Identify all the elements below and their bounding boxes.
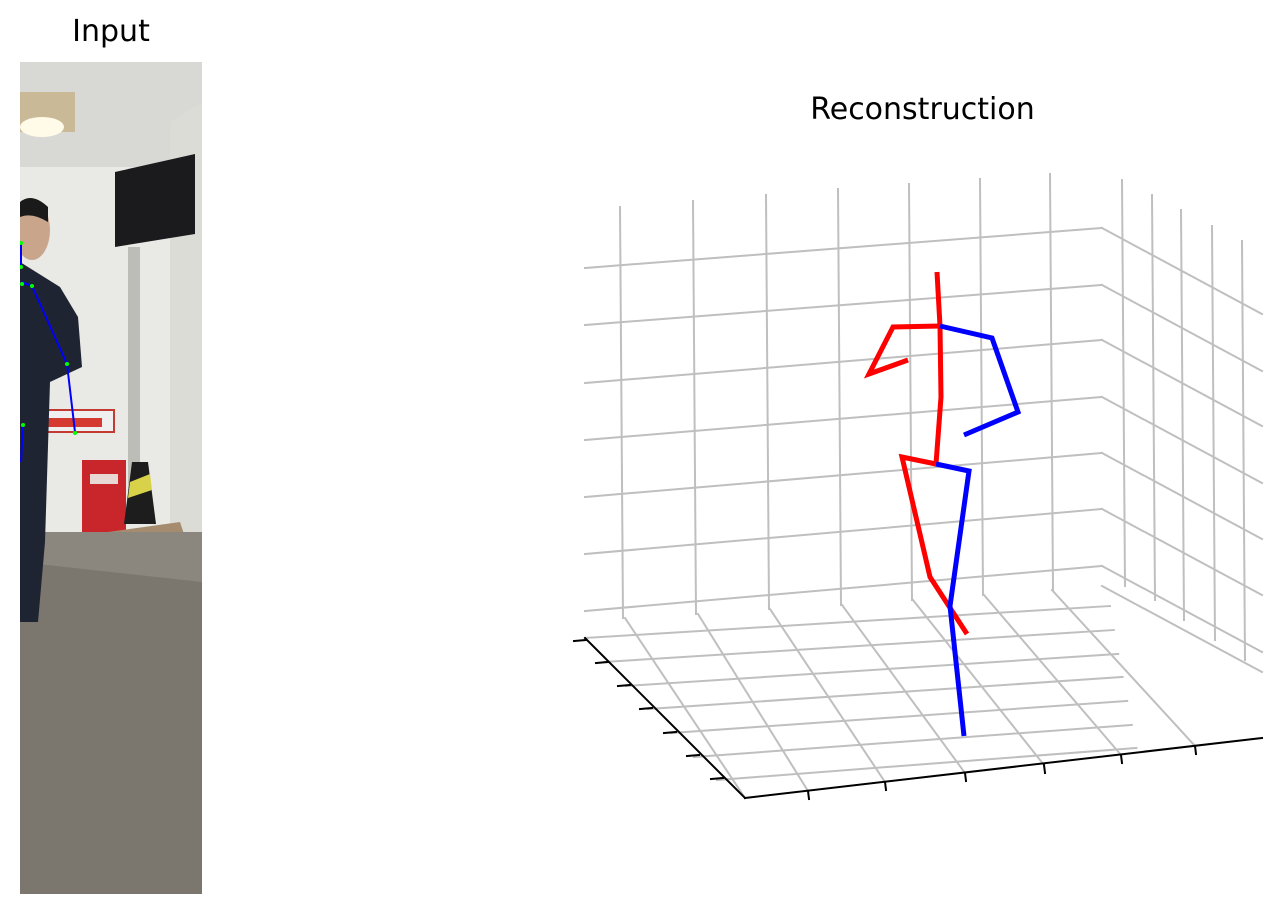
bone-upper-arm	[31, 285, 68, 365]
grid-line-floor-depth	[840, 603, 967, 775]
x-axis-tick	[709, 776, 725, 781]
grid-line-side-diagonal	[1100, 451, 1264, 541]
grid-line-back-vertical	[691, 199, 698, 616]
grid-line-floor-width	[583, 604, 1112, 640]
cone-stripe	[128, 474, 152, 498]
x-axis-tick	[616, 683, 632, 688]
grid-line-side-diagonal	[1100, 226, 1264, 316]
x-axis-tick	[572, 638, 588, 643]
keypoint	[73, 431, 77, 435]
x-axis-tick	[685, 753, 701, 758]
axis-lines	[572, 636, 1264, 801]
floor-shadow	[20, 562, 202, 894]
fire-extinguisher-box	[82, 460, 126, 532]
grid-line-back-horizontal	[583, 507, 1104, 556]
grid-line-back-vertical	[1048, 172, 1055, 592]
grid-line-side-vertical	[1240, 239, 1247, 662]
skeleton-right-arm	[863, 323, 941, 379]
grid-line-floor-width	[669, 699, 1129, 735]
grid-line-back-horizontal	[583, 564, 1104, 613]
grid-line-floor-depth	[1050, 588, 1197, 748]
y-axis-tick	[1119, 753, 1124, 765]
grid-line-back-horizontal	[583, 226, 1104, 270]
y-axis-tick	[806, 789, 811, 801]
grid-line-back-horizontal	[583, 451, 1104, 499]
keypoint	[30, 284, 34, 288]
grid-line-side-vertical	[1179, 208, 1186, 622]
person-body	[20, 262, 82, 622]
skeleton-left-leg	[935, 461, 972, 737]
speaker-box	[115, 154, 195, 247]
grid-line-back-horizontal	[583, 283, 1104, 327]
grid-line-floor-depth	[911, 598, 1046, 767]
y-axis-line	[743, 736, 1264, 800]
grid-line-side-diagonal	[1100, 395, 1264, 485]
grid-line-floor-edge	[1100, 584, 1264, 674]
x-axis-line	[583, 636, 747, 800]
input-frame-image	[20, 62, 202, 894]
grid-line-floor-width	[646, 675, 1124, 711]
keypoint	[20, 282, 24, 286]
bone-forearm	[66, 363, 76, 433]
grid-line-back-horizontal	[583, 395, 1104, 442]
grid-line-floor-depth	[623, 616, 747, 800]
y-axis-tick	[1193, 744, 1198, 756]
y-axis-tick	[1042, 763, 1047, 775]
grid-line-side-vertical	[1150, 193, 1157, 602]
grid-line-back-vertical	[978, 177, 985, 597]
keypoint	[20, 241, 23, 245]
grid-line-side-diagonal	[1100, 338, 1264, 428]
grid-line-floor-depth	[768, 607, 887, 784]
fire-box-label	[90, 474, 118, 484]
grid-line-side-diagonal	[1100, 564, 1264, 654]
grid-line-floor-width	[602, 628, 1115, 664]
grid-line-floor-width	[692, 723, 1133, 759]
keypoint	[21, 423, 25, 427]
x-axis-tick	[594, 660, 610, 665]
skeleton-spine	[933, 271, 944, 465]
input-panel-title: Input	[72, 14, 150, 49]
grid-lines	[583, 172, 1264, 800]
grid-line-side-vertical	[1210, 224, 1217, 642]
x-axis-tick	[662, 730, 678, 735]
wall-pipe	[128, 247, 140, 517]
grid-line-side-diagonal	[1100, 507, 1264, 597]
grid-line-floor-width	[624, 652, 1120, 688]
person-hair	[20, 198, 48, 222]
grid-line-back-vertical	[907, 182, 914, 602]
reconstruction-panel-title: Reconstruction	[810, 92, 1035, 127]
grid-line-back-vertical	[618, 205, 625, 620]
x-axis-tick	[638, 706, 654, 711]
keypoint	[20, 265, 23, 269]
y-axis-tick	[883, 780, 888, 792]
light-glow	[20, 117, 64, 137]
grid-line-side-diagonal	[1100, 283, 1264, 373]
grid-line-back-horizontal	[583, 338, 1104, 385]
keypoint-skeleton	[20, 241, 77, 463]
keypoint	[65, 362, 69, 366]
grid-line-back-vertical	[1120, 178, 1127, 588]
grid-line-floor-width	[715, 746, 1138, 782]
grid-line-back-vertical	[836, 187, 843, 607]
bone-hip	[20, 424, 24, 463]
skeleton-left-arm	[939, 323, 1022, 438]
grid-line-back-vertical	[764, 193, 771, 611]
y-axis-tick	[963, 771, 968, 783]
skeleton-3d	[863, 271, 1022, 737]
